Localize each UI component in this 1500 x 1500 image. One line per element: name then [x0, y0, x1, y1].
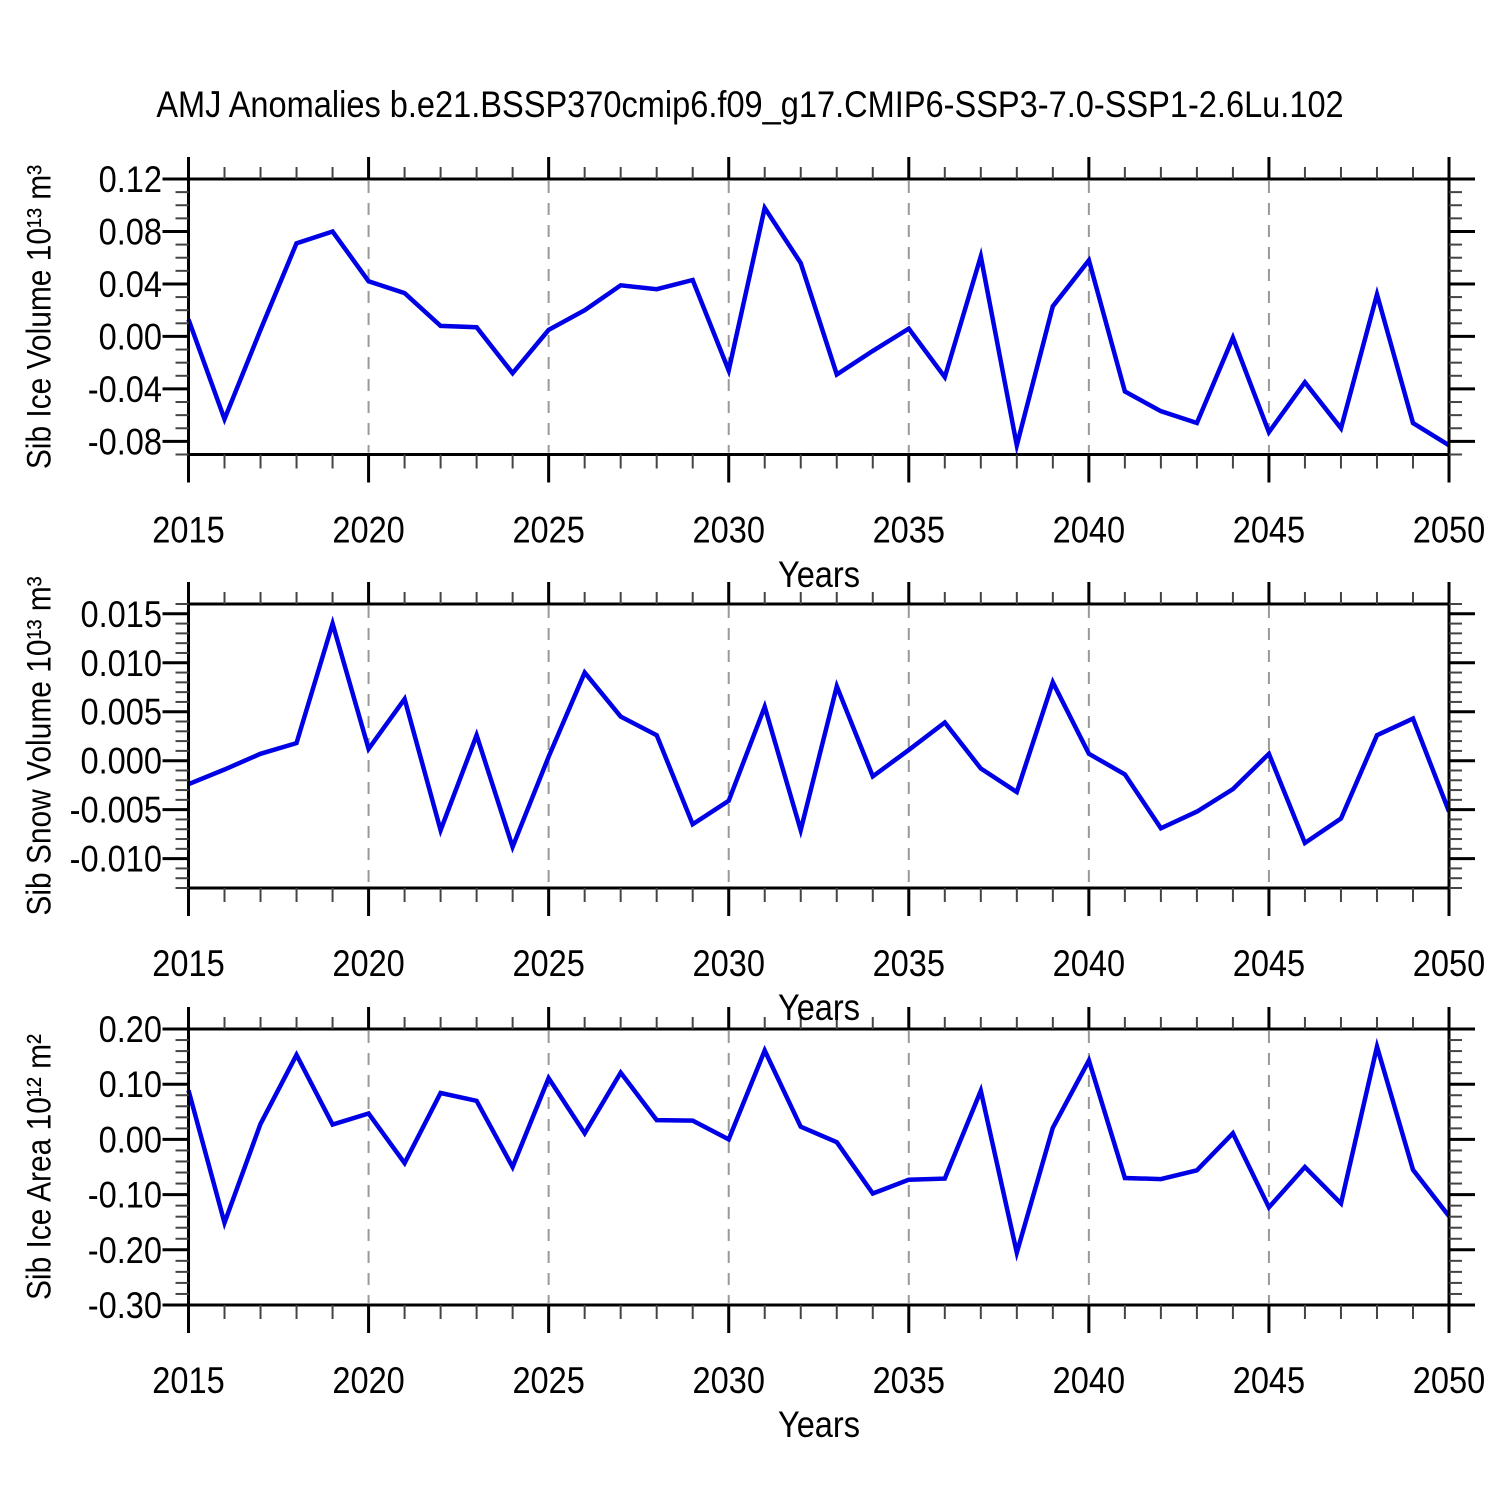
x-tick-label: 2015 [152, 943, 224, 984]
x-tick-label: 2015 [152, 1360, 224, 1401]
x-tick-label: 2035 [873, 510, 945, 551]
x-tick-label: 2040 [1053, 510, 1125, 551]
y-tick-label: -0.005 [70, 790, 162, 831]
y-axis-title-ice-area: Sib Ice Area 10¹² m² [20, 1033, 59, 1301]
y-tick-label: 0.04 [99, 264, 162, 305]
x-tick-label: 2025 [512, 1360, 584, 1401]
x-tick-label: 2050 [1413, 943, 1485, 984]
y-tick-label: 0.12 [99, 159, 162, 200]
x-tick-label: 2020 [332, 943, 404, 984]
figure-title: AMJ Anomalies b.e21.BSSP370cmip6.f09_g17… [156, 84, 1344, 125]
y-tick-label: -0.20 [88, 1230, 162, 1271]
series-line [186, 1037, 1451, 1262]
x-tick-label: 2020 [332, 1360, 404, 1401]
y-tick-label: 0.10 [99, 1064, 162, 1105]
x-tick-label: 2030 [693, 1360, 765, 1401]
y-tick-label: 0.010 [81, 643, 162, 684]
y-tick-label: 0.015 [81, 594, 162, 635]
x-axis-title-years-middle: Years [777, 987, 860, 1028]
x-axis-title-years-top: Years [777, 553, 860, 595]
x-tick-label: 2030 [693, 943, 765, 984]
x-tick-label: 2040 [1053, 943, 1125, 984]
y-tick-label: 0.08 [99, 212, 162, 253]
x-tick-label: 2050 [1413, 1360, 1485, 1401]
y-axis-title-ice-volume: Sib Ice Volume 10¹³ m³ [20, 164, 59, 469]
panel-frame [187, 1027, 1451, 1307]
x-tick-label: 2020 [332, 510, 404, 551]
x-tick-label: 2025 [512, 510, 584, 551]
x-tick-label: 2035 [873, 1360, 945, 1401]
x-tick-label: 2045 [1233, 510, 1305, 551]
y-tick-label: 0.00 [99, 1119, 162, 1160]
y-tick-label: 0.20 [99, 1009, 162, 1050]
x-tick-label: 2030 [693, 510, 765, 551]
y-tick-label: -0.08 [88, 421, 162, 462]
y-tick-label: -0.10 [88, 1175, 162, 1216]
x-axis-title-years-bottom: Years [777, 1404, 860, 1445]
x-tick-label: 2025 [512, 943, 584, 984]
y-tick-label: -0.010 [70, 839, 162, 880]
series-line [186, 202, 1451, 456]
y-tick-label: -0.30 [88, 1285, 162, 1326]
x-tick-label: 2035 [873, 943, 945, 984]
y-tick-label: -0.04 [88, 369, 162, 410]
y-tick-label: 0.000 [81, 741, 162, 782]
series-line [187, 615, 1452, 854]
panel-frame [187, 177, 1451, 456]
y-axis-title-snow-volume: Sib Snow Volume 10¹³ m³ [20, 576, 59, 916]
y-tick-label: 0.00 [99, 317, 162, 358]
panel-frame [187, 602, 1451, 890]
x-tick-label: 2050 [1413, 510, 1485, 551]
x-tick-label: 2040 [1053, 1360, 1125, 1401]
y-tick-label: 0.005 [81, 692, 162, 733]
x-tick-label: 2045 [1233, 1360, 1305, 1401]
x-tick-label: 2045 [1233, 943, 1305, 984]
x-tick-label: 2015 [152, 510, 224, 551]
